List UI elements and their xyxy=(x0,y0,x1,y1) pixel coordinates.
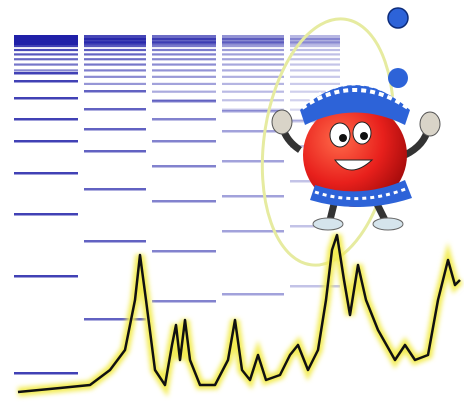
gel-band xyxy=(222,48,284,52)
mascot xyxy=(271,68,441,231)
gel-band xyxy=(290,82,340,86)
gel-band xyxy=(290,90,340,93)
gel-band xyxy=(14,38,78,41)
gel-band xyxy=(222,58,284,61)
gel-band xyxy=(152,48,216,52)
gel-band xyxy=(222,99,284,102)
gel-band xyxy=(222,35,284,45)
gel-band xyxy=(14,41,78,44)
gel-band xyxy=(14,53,78,56)
gel-band xyxy=(14,275,78,278)
gel-band xyxy=(222,82,284,86)
gel-band xyxy=(152,75,216,78)
gel-band xyxy=(84,63,146,66)
gel-band xyxy=(84,44,146,48)
gel-band xyxy=(290,69,340,72)
gel-band xyxy=(84,69,146,72)
gel-band xyxy=(84,128,146,131)
gel-band xyxy=(152,38,216,41)
gel-band xyxy=(222,75,284,78)
gel-band xyxy=(84,240,146,243)
gel-band xyxy=(152,53,216,56)
gel-band xyxy=(290,35,340,45)
gel-band xyxy=(222,44,284,48)
gel-band xyxy=(84,108,146,111)
gel-band xyxy=(222,195,284,198)
gel-band xyxy=(222,160,284,163)
gel-band xyxy=(290,38,340,41)
gel-band xyxy=(14,97,78,100)
gel-band xyxy=(222,63,284,66)
gel-band xyxy=(152,69,216,72)
gel-lanes xyxy=(14,35,340,375)
gel-band xyxy=(84,53,146,56)
gel-band xyxy=(152,44,216,48)
trace xyxy=(17,233,461,394)
gel-band xyxy=(222,69,284,72)
gel-band xyxy=(222,293,284,296)
gel-band xyxy=(152,118,216,121)
gel-band xyxy=(14,80,78,83)
gel-band xyxy=(222,53,284,56)
gel-band xyxy=(222,230,284,233)
gel-band xyxy=(290,53,340,56)
gel-band xyxy=(84,38,146,41)
gel-band xyxy=(152,63,216,66)
orbit-dot xyxy=(387,7,409,29)
gel-band xyxy=(222,41,284,44)
gel-band xyxy=(290,48,340,52)
gel-band xyxy=(222,38,284,41)
gel-band xyxy=(84,318,146,321)
gel-band xyxy=(84,41,146,44)
gel-band xyxy=(84,82,146,86)
gel-band xyxy=(84,90,146,93)
gel-band xyxy=(14,72,78,75)
gel-band xyxy=(222,90,284,93)
gel-band xyxy=(152,41,216,44)
gel-band xyxy=(290,120,340,123)
gel-band xyxy=(222,130,284,133)
gel-band xyxy=(84,48,146,52)
gel-band xyxy=(290,285,340,288)
gel-band xyxy=(84,58,146,61)
gel-band xyxy=(290,58,340,61)
gel-band xyxy=(290,63,340,66)
gel-band xyxy=(84,75,146,78)
gel-band xyxy=(152,140,216,143)
gel-band xyxy=(14,172,78,175)
gel-band xyxy=(84,188,146,191)
gel-band xyxy=(222,108,284,111)
gel-band xyxy=(290,75,340,78)
gel-band xyxy=(152,250,216,253)
gel-band xyxy=(14,58,78,61)
gel-band xyxy=(152,100,216,103)
gel-band xyxy=(14,140,78,143)
gel-band xyxy=(14,48,78,52)
gel-band xyxy=(152,165,216,168)
gel-band xyxy=(290,44,340,48)
gel-band xyxy=(152,200,216,203)
gel-band xyxy=(14,63,78,66)
gel-band xyxy=(14,44,78,48)
gel-band xyxy=(152,90,216,93)
gel-band xyxy=(14,118,78,121)
gel-band xyxy=(84,150,146,153)
gel-band xyxy=(152,300,216,303)
gel-band xyxy=(152,82,216,86)
gel-band xyxy=(152,58,216,61)
gel-band xyxy=(14,372,78,375)
gel-band xyxy=(222,110,284,113)
gel-band xyxy=(14,69,78,72)
gel-band xyxy=(14,213,78,216)
gel-band xyxy=(290,41,340,44)
